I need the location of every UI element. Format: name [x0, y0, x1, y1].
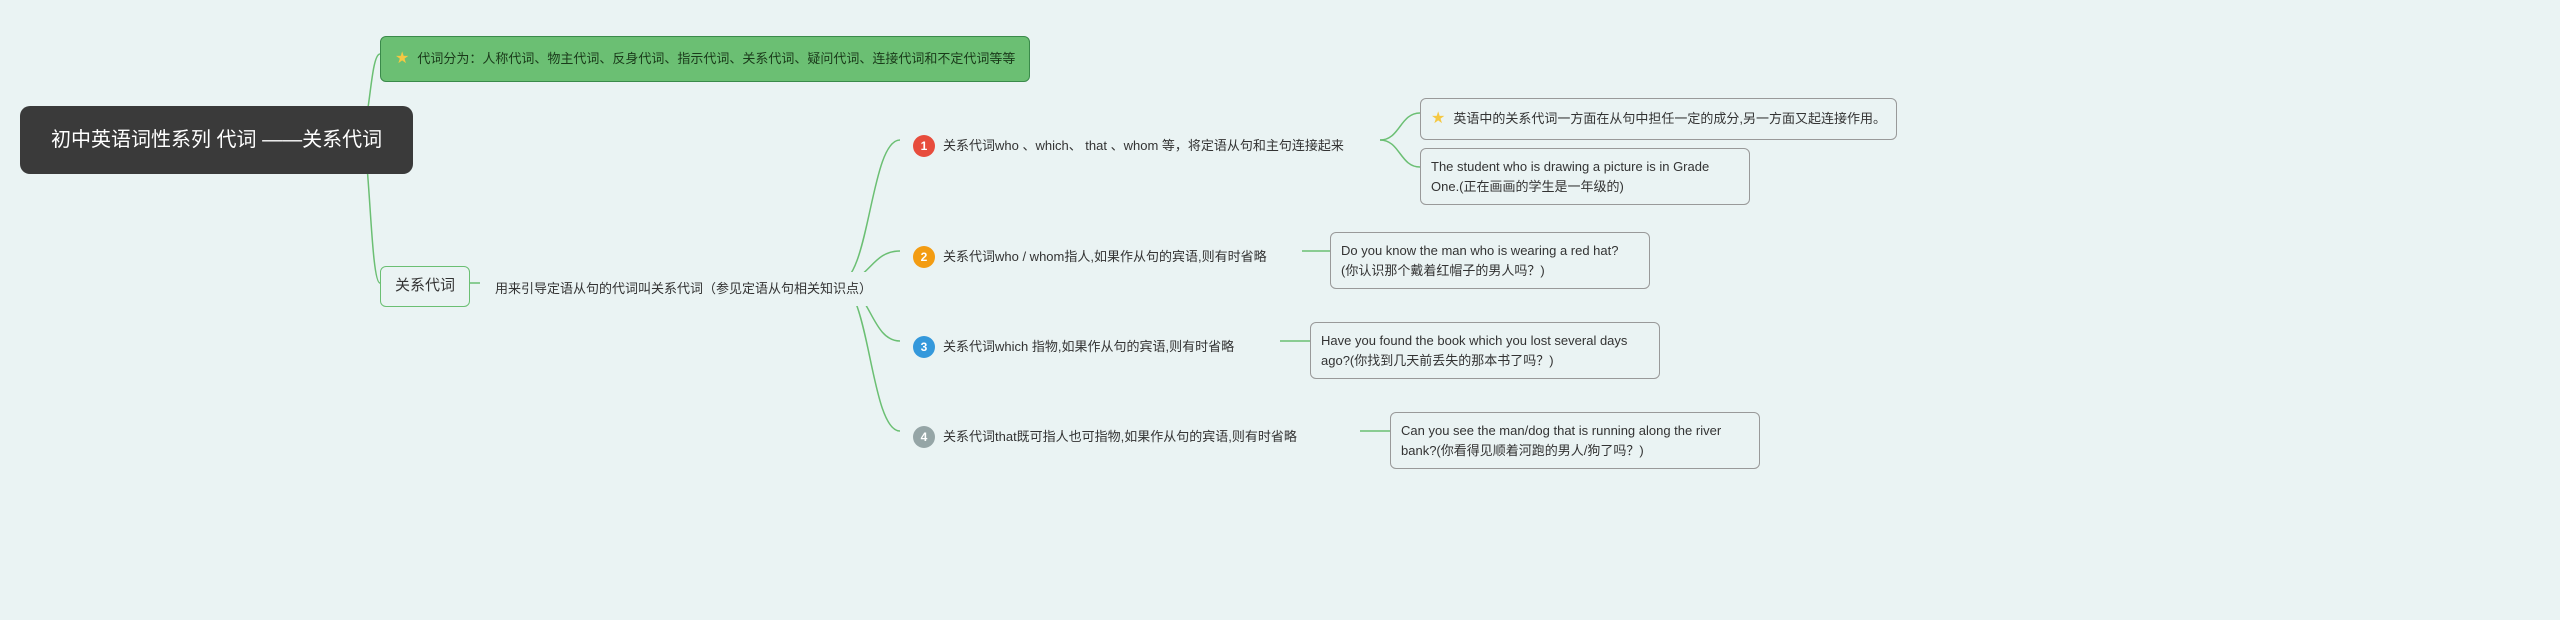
item3-text: 关系代词which 指物,如果作从句的宾语,则有时省略	[943, 337, 1234, 357]
item1-sub-example-text: The student who is drawing a picture is …	[1431, 157, 1739, 196]
connector-lines	[0, 0, 2560, 620]
item2-sub-example-text: Do you know the man who is wearing a red…	[1341, 241, 1639, 280]
badge-2-icon: 2	[913, 246, 935, 268]
badge-3-icon: 3	[913, 336, 935, 358]
item3-node[interactable]: 3 关系代词which 指物,如果作从句的宾语,则有时省略	[900, 329, 1247, 365]
item4-text: 关系代词that既可指人也可指物,如果作从句的宾语,则有时省略	[943, 427, 1297, 447]
item2-text: 关系代词who / whom指人,如果作从句的宾语,则有时省略	[943, 247, 1267, 267]
item4-sub-example-node[interactable]: Can you see the man/dog that is running …	[1390, 412, 1760, 469]
item1-node[interactable]: 1 关系代词who 、which、 that 、whom 等，将定语从句和主句连…	[900, 128, 1357, 164]
top-branch-node[interactable]: ★ 代词分为：人称代词、物主代词、反身代词、指示代词、关系代词、疑问代词、连接代…	[380, 36, 1030, 82]
root-node[interactable]: 初中英语词性系列 代词 ——关系代词	[20, 106, 413, 174]
main-branch-desc: 用来引导定语从句的代词叫关系代词（参见定语从句相关知识点）	[495, 279, 872, 299]
top-branch-text: 代词分为：人称代词、物主代词、反身代词、指示代词、关系代词、疑问代词、连接代词和…	[417, 49, 1015, 69]
item4-sub-example-text: Can you see the man/dog that is running …	[1401, 421, 1749, 460]
main-branch-label-node[interactable]: 关系代词	[380, 266, 470, 307]
item4-node[interactable]: 4 关系代词that既可指人也可指物,如果作从句的宾语,则有时省略	[900, 419, 1310, 455]
star-icon: ★	[1431, 107, 1445, 131]
main-branch-label: 关系代词	[395, 275, 455, 298]
item1-sub-star-text: 英语中的关系代词一方面在从句中担任一定的成分,另一方面又起连接作用。	[1453, 109, 1886, 129]
item3-sub-example-node[interactable]: Have you found the book which you lost s…	[1310, 322, 1660, 379]
star-icon: ★	[395, 47, 409, 71]
badge-1-icon: 1	[913, 135, 935, 157]
item1-text: 关系代词who 、which、 that 、whom 等，将定语从句和主句连接起…	[943, 136, 1344, 156]
badge-4-icon: 4	[913, 426, 935, 448]
root-title: 初中英语词性系列 代词 ——关系代词	[51, 125, 382, 155]
item2-sub-example-node[interactable]: Do you know the man who is wearing a red…	[1330, 232, 1650, 289]
item3-sub-example-text: Have you found the book which you lost s…	[1321, 331, 1649, 370]
main-branch-desc-node[interactable]: 用来引导定语从句的代词叫关系代词（参见定语从句相关知识点）	[482, 272, 885, 306]
item1-sub-star-node[interactable]: ★ 英语中的关系代词一方面在从句中担任一定的成分,另一方面又起连接作用。	[1420, 98, 1897, 140]
item1-sub-example-node[interactable]: The student who is drawing a picture is …	[1420, 148, 1750, 205]
item2-node[interactable]: 2 关系代词who / whom指人,如果作从句的宾语,则有时省略	[900, 239, 1280, 275]
